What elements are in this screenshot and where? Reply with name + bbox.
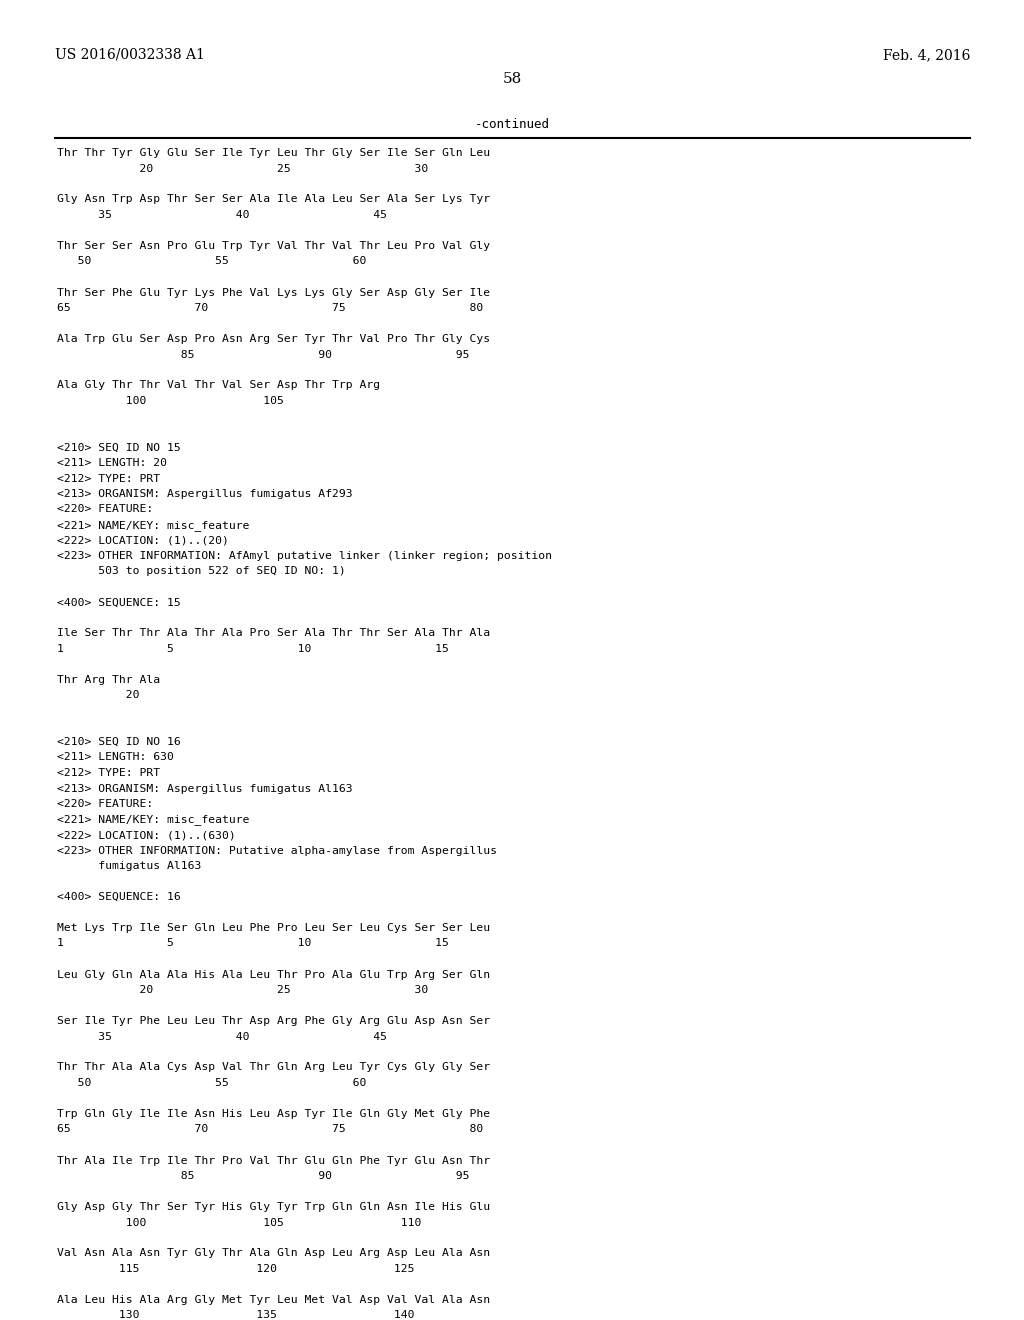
Text: 503 to position 522 of SEQ ID NO: 1): 503 to position 522 of SEQ ID NO: 1)	[57, 566, 346, 577]
Text: Thr Thr Tyr Gly Glu Ser Ile Tyr Leu Thr Gly Ser Ile Ser Gln Leu: Thr Thr Tyr Gly Glu Ser Ile Tyr Leu Thr …	[57, 148, 490, 158]
Text: <211> LENGTH: 20: <211> LENGTH: 20	[57, 458, 167, 469]
Text: Val Asn Ala Asn Tyr Gly Thr Ala Gln Asp Leu Arg Asp Leu Ala Asn: Val Asn Ala Asn Tyr Gly Thr Ala Gln Asp …	[57, 1249, 490, 1258]
Text: <220> FEATURE:: <220> FEATURE:	[57, 799, 154, 809]
Text: 35                  40                  45: 35 40 45	[57, 210, 387, 220]
Text: 85                  90                  95: 85 90 95	[57, 350, 469, 359]
Text: Ala Trp Glu Ser Asp Pro Asn Arg Ser Tyr Thr Val Pro Thr Gly Cys: Ala Trp Glu Ser Asp Pro Asn Arg Ser Tyr …	[57, 334, 490, 345]
Text: 65                  70                  75                  80: 65 70 75 80	[57, 1125, 483, 1134]
Text: 50                  55                  60: 50 55 60	[57, 1078, 367, 1088]
Text: Thr Thr Ala Ala Cys Asp Val Thr Gln Arg Leu Tyr Cys Gly Gly Ser: Thr Thr Ala Ala Cys Asp Val Thr Gln Arg …	[57, 1063, 490, 1072]
Text: Ile Ser Thr Thr Ala Thr Ala Pro Ser Ala Thr Thr Ser Ala Thr Ala: Ile Ser Thr Thr Ala Thr Ala Pro Ser Ala …	[57, 628, 490, 639]
Text: US 2016/0032338 A1: US 2016/0032338 A1	[55, 48, 205, 62]
Text: 20                  25                  30: 20 25 30	[57, 164, 428, 173]
Text: 85                  90                  95: 85 90 95	[57, 1171, 469, 1181]
Text: Ser Ile Tyr Phe Leu Leu Thr Asp Arg Phe Gly Arg Glu Asp Asn Ser: Ser Ile Tyr Phe Leu Leu Thr Asp Arg Phe …	[57, 1016, 490, 1026]
Text: <213> ORGANISM: Aspergillus fumigatus Af293: <213> ORGANISM: Aspergillus fumigatus Af…	[57, 488, 352, 499]
Text: <222> LOCATION: (1)..(630): <222> LOCATION: (1)..(630)	[57, 830, 236, 840]
Text: <221> NAME/KEY: misc_feature: <221> NAME/KEY: misc_feature	[57, 814, 250, 825]
Text: Met Lys Trp Ile Ser Gln Leu Phe Pro Leu Ser Leu Cys Ser Ser Leu: Met Lys Trp Ile Ser Gln Leu Phe Pro Leu …	[57, 923, 490, 933]
Text: 58: 58	[503, 73, 521, 86]
Text: <212> TYPE: PRT: <212> TYPE: PRT	[57, 474, 160, 483]
Text: 20                  25                  30: 20 25 30	[57, 985, 428, 995]
Text: <400> SEQUENCE: 15: <400> SEQUENCE: 15	[57, 598, 181, 607]
Text: Trp Gln Gly Ile Ile Asn His Leu Asp Tyr Ile Gln Gly Met Gly Phe: Trp Gln Gly Ile Ile Asn His Leu Asp Tyr …	[57, 1109, 490, 1119]
Text: Thr Ser Phe Glu Tyr Lys Phe Val Lys Lys Gly Ser Asp Gly Ser Ile: Thr Ser Phe Glu Tyr Lys Phe Val Lys Lys …	[57, 288, 490, 297]
Text: -continued: -continued	[474, 117, 550, 131]
Text: Ala Leu His Ala Arg Gly Met Tyr Leu Met Val Asp Val Val Ala Asn: Ala Leu His Ala Arg Gly Met Tyr Leu Met …	[57, 1295, 490, 1305]
Text: 20: 20	[57, 690, 139, 701]
Text: Thr Ala Ile Trp Ile Thr Pro Val Thr Glu Gln Phe Tyr Glu Asn Thr: Thr Ala Ile Trp Ile Thr Pro Val Thr Glu …	[57, 1155, 490, 1166]
Text: Leu Gly Gln Ala Ala His Ala Leu Thr Pro Ala Glu Trp Arg Ser Gln: Leu Gly Gln Ala Ala His Ala Leu Thr Pro …	[57, 969, 490, 979]
Text: Thr Ser Ser Asn Pro Glu Trp Tyr Val Thr Val Thr Leu Pro Val Gly: Thr Ser Ser Asn Pro Glu Trp Tyr Val Thr …	[57, 242, 490, 251]
Text: <221> NAME/KEY: misc_feature: <221> NAME/KEY: misc_feature	[57, 520, 250, 531]
Text: Feb. 4, 2016: Feb. 4, 2016	[883, 48, 970, 62]
Text: <223> OTHER INFORMATION: AfAmyl putative linker (linker region; position: <223> OTHER INFORMATION: AfAmyl putative…	[57, 550, 552, 561]
Text: 100                 105: 100 105	[57, 396, 284, 407]
Text: <222> LOCATION: (1)..(20): <222> LOCATION: (1)..(20)	[57, 536, 229, 545]
Text: 35                  40                  45: 35 40 45	[57, 1031, 387, 1041]
Text: <213> ORGANISM: Aspergillus fumigatus Al163: <213> ORGANISM: Aspergillus fumigatus Al…	[57, 784, 352, 793]
Text: 115                 120                 125: 115 120 125	[57, 1265, 415, 1274]
Text: 1               5                  10                  15: 1 5 10 15	[57, 644, 449, 653]
Text: Gly Asn Trp Asp Thr Ser Ser Ala Ile Ala Leu Ser Ala Ser Lys Tyr: Gly Asn Trp Asp Thr Ser Ser Ala Ile Ala …	[57, 194, 490, 205]
Text: fumigatus Al163: fumigatus Al163	[57, 861, 202, 871]
Text: 50                  55                  60: 50 55 60	[57, 256, 367, 267]
Text: Ala Gly Thr Thr Val Thr Val Ser Asp Thr Trp Arg: Ala Gly Thr Thr Val Thr Val Ser Asp Thr …	[57, 380, 380, 391]
Text: <212> TYPE: PRT: <212> TYPE: PRT	[57, 768, 160, 777]
Text: <210> SEQ ID NO 15: <210> SEQ ID NO 15	[57, 442, 181, 453]
Text: 100                 105                 110: 100 105 110	[57, 1217, 421, 1228]
Text: <220> FEATURE:: <220> FEATURE:	[57, 504, 154, 515]
Text: <211> LENGTH: 630: <211> LENGTH: 630	[57, 752, 174, 763]
Text: 1               5                  10                  15: 1 5 10 15	[57, 939, 449, 949]
Text: <400> SEQUENCE: 16: <400> SEQUENCE: 16	[57, 892, 181, 902]
Text: Thr Arg Thr Ala: Thr Arg Thr Ala	[57, 675, 160, 685]
Text: Gly Asp Gly Thr Ser Tyr His Gly Tyr Trp Gln Gln Asn Ile His Glu: Gly Asp Gly Thr Ser Tyr His Gly Tyr Trp …	[57, 1203, 490, 1212]
Text: <210> SEQ ID NO 16: <210> SEQ ID NO 16	[57, 737, 181, 747]
Text: 130                 135                 140: 130 135 140	[57, 1311, 415, 1320]
Text: <223> OTHER INFORMATION: Putative alpha-amylase from Aspergillus: <223> OTHER INFORMATION: Putative alpha-…	[57, 846, 497, 855]
Text: 65                  70                  75                  80: 65 70 75 80	[57, 304, 483, 313]
